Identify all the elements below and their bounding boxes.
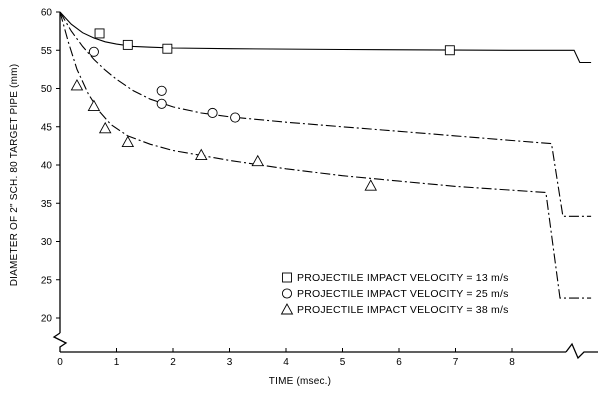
series-line-2 [59, 11, 592, 217]
data-point-triangle [98, 121, 112, 134]
x-tick-label: 7 [453, 357, 459, 368]
data-point-triangle [121, 135, 135, 148]
series-layer [59, 11, 592, 299]
data-point-circle [156, 98, 167, 109]
series-1 [59, 11, 592, 64]
series-line-3 [59, 11, 592, 299]
data-point-square [162, 43, 173, 54]
data-point-square [94, 28, 105, 39]
data-point-triangle [87, 99, 101, 112]
x-tick-label: 0 [57, 357, 63, 368]
y-tick-label: 40 [41, 161, 53, 172]
y-tick-label: 25 [41, 275, 53, 286]
data-point-triangle [70, 79, 84, 91]
legend: PROJECTILE IMPACT VELOCITY = 13 m/s PROJE… [280, 272, 509, 316]
y-axis-title: DIAMETER OF 2" SCH. 80 TARGET PIPE (mm) [9, 64, 20, 287]
data-point-circle [230, 112, 241, 123]
series-2 [59, 11, 592, 217]
legend-label: PROJECTILE IMPACT VELOCITY = 38 m/s [297, 304, 509, 316]
legend-label: PROJECTILE IMPACT VELOCITY = 13 m/s [297, 272, 509, 284]
x-tick-label: 4 [283, 357, 289, 368]
data-point-circle [207, 107, 218, 119]
data-point-triangle [251, 154, 265, 167]
y-tick-label: 30 [41, 237, 53, 248]
x-axis-break [565, 342, 598, 360]
x-tick-label: 1 [114, 357, 120, 368]
y-tick-label: 20 [41, 314, 53, 325]
data-point-triangle [194, 148, 208, 161]
x-axis-title: TIME (msec.) [269, 376, 331, 387]
y-tick-label: 45 [41, 122, 53, 133]
x-tick-label: 2 [170, 357, 176, 368]
x-tick-label: 8 [509, 357, 515, 368]
x-tick-label: 6 [396, 357, 402, 368]
data-point-circle [156, 85, 167, 96]
data-point-square [122, 39, 133, 50]
series-line-1 [59, 11, 592, 64]
legend-label: PROJECTILE IMPACT VELOCITY = 25 m/s [297, 288, 509, 300]
x-tick-label: 5 [340, 357, 346, 368]
legend-square-icon [282, 272, 292, 283]
legend-entry: PROJECTILE IMPACT VELOCITY = 25 m/s [281, 288, 509, 300]
x-tick-label: 3 [227, 357, 233, 368]
legend-triangle-icon [280, 303, 294, 315]
data-point-circle [88, 46, 99, 57]
legend-entry: PROJECTILE IMPACT VELOCITY = 38 m/s [280, 303, 509, 316]
y-tick-label: 50 [41, 84, 53, 95]
y-tick-label: 60 [41, 8, 53, 19]
data-point-triangle [364, 179, 378, 191]
legend-entry: PROJECTILE IMPACT VELOCITY = 13 m/s [282, 272, 509, 284]
y-tick-label: 55 [41, 46, 53, 57]
series-3 [59, 11, 592, 299]
legend-circle-icon [281, 288, 293, 299]
data-point-square [444, 45, 455, 56]
y-tick-label: 35 [41, 199, 53, 210]
